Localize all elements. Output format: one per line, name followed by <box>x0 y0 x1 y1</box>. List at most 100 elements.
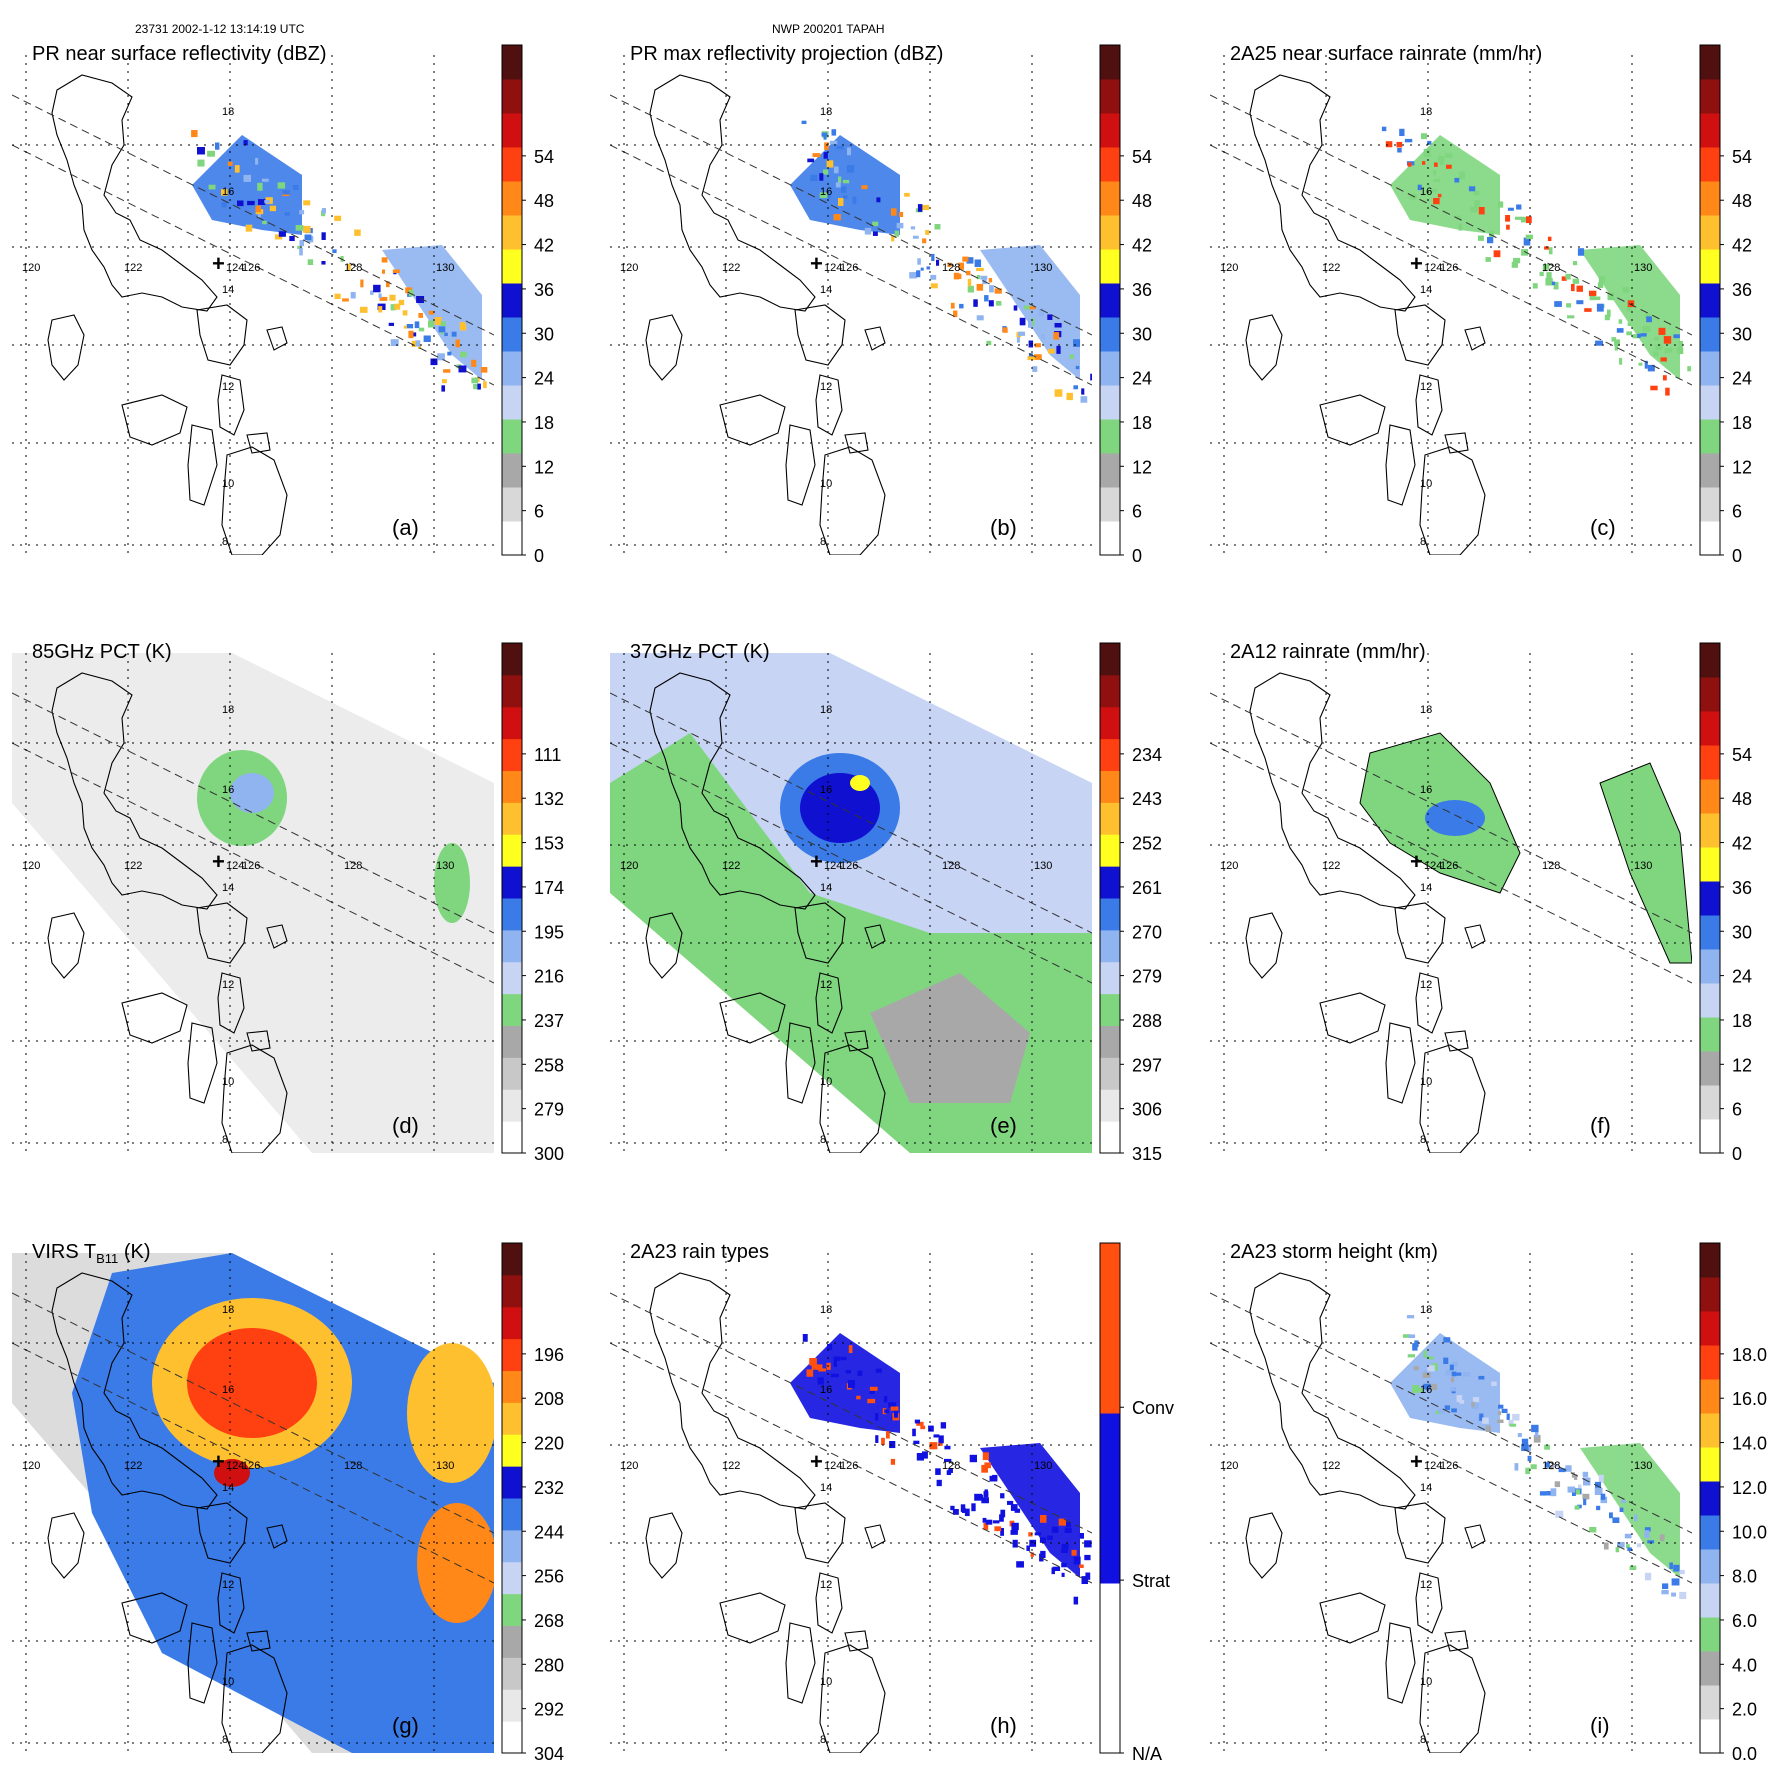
echo-pixel <box>1407 1354 1416 1358</box>
echo-pixel <box>284 212 290 216</box>
lon-label-130: 130 <box>1034 860 1052 872</box>
lon-label-126: 126 <box>1440 262 1458 274</box>
colorbar-label-d: 153 <box>534 834 564 854</box>
coastline-5 <box>815 972 843 1034</box>
echo-pixel <box>1433 170 1437 176</box>
eye-cloud-g <box>214 1459 250 1487</box>
echo-pixel <box>411 340 416 347</box>
echo-pixel <box>1007 1500 1014 1505</box>
echo-pixel <box>1615 1547 1620 1553</box>
echo-pixel <box>392 269 400 274</box>
echo-pixel <box>1673 334 1680 339</box>
echo-pixel <box>936 1479 942 1487</box>
echo-pixel <box>1422 1372 1431 1378</box>
echo-pixel <box>257 212 261 218</box>
colorbar-band <box>1700 1277 1720 1312</box>
lat-label-10: 10 <box>222 1676 234 1688</box>
echo-pixel <box>1687 366 1691 372</box>
echo-pixel <box>1558 1468 1566 1473</box>
colorbar-band <box>1100 770 1120 803</box>
colorbar-label-d: 195 <box>534 922 564 942</box>
echo-pixel <box>1547 236 1552 242</box>
colorbar-label-b: 12 <box>1132 457 1152 477</box>
echo-pixel <box>840 1356 847 1361</box>
lat-label-12: 12 <box>1420 1579 1432 1591</box>
echo-pixel <box>847 147 851 156</box>
echo-pixel <box>1626 306 1632 312</box>
echo-pixel <box>981 1497 989 1504</box>
lat-label-14: 14 <box>222 882 234 894</box>
colorbar-band <box>1700 711 1720 746</box>
coastline-3 <box>1385 1022 1416 1104</box>
lat-label-14: 14 <box>1420 882 1432 894</box>
coastline-7 <box>864 326 886 351</box>
echo-pixel <box>1660 1536 1665 1542</box>
colorbar-band <box>502 351 522 386</box>
echo-pixel <box>852 196 857 204</box>
echo-pixel <box>332 249 337 254</box>
echo-pixel <box>1573 261 1578 266</box>
panel-letter-i: (i) <box>1590 1713 1610 1738</box>
echo-pixel <box>875 1413 879 1421</box>
echo-pixel <box>1437 193 1442 198</box>
echo-pixel <box>815 1364 823 1370</box>
echo-pixel <box>802 1334 808 1342</box>
echo-pixel <box>884 1409 889 1414</box>
echo-pixel <box>1000 1509 1006 1518</box>
echo-pixel <box>1640 333 1647 337</box>
echo-pixel <box>1576 285 1583 292</box>
echo-pixel <box>307 259 314 265</box>
echo-pixel <box>1571 284 1575 292</box>
echo-pixel <box>973 299 978 307</box>
echo-pixel <box>1066 1522 1071 1527</box>
coastline-3 <box>187 1622 218 1704</box>
colorbar-band <box>1100 283 1120 318</box>
colorbar-band <box>502 1306 522 1340</box>
lat-label-18: 18 <box>222 704 234 716</box>
colorbar-band <box>502 1338 522 1372</box>
echo-pixel <box>1412 1385 1420 1393</box>
echo-pixel <box>833 1356 841 1361</box>
coastline-4 <box>1394 1502 1446 1564</box>
echo-pixel <box>896 222 904 229</box>
coastline-0 <box>649 74 816 312</box>
colorbar-label-e: 234 <box>1132 745 1162 765</box>
lat-label-14: 14 <box>1420 1482 1432 1494</box>
lat-label-8: 8 <box>1420 1734 1426 1746</box>
echo-pixel <box>1552 1463 1560 1468</box>
echo-pixel <box>221 189 228 196</box>
colorbar-band <box>502 802 522 835</box>
colorbar-label-a: 18 <box>534 413 554 433</box>
colorbar-label-d: 237 <box>534 1011 564 1031</box>
panel-title-c: 2A25 near surface rainrate (mm/hr) <box>1230 43 1542 65</box>
colorbar-band <box>1700 881 1720 916</box>
echo-pixel <box>1399 128 1405 137</box>
echo-pixel <box>838 198 844 206</box>
echo-pixel <box>1012 1539 1018 1548</box>
echo-pixel <box>1582 1471 1589 1478</box>
swath-edge-upper <box>610 692 1092 934</box>
echo-pixel <box>1404 138 1413 143</box>
lon-label-120: 120 <box>22 860 40 872</box>
coastline-5 <box>815 374 843 436</box>
colorbar-band <box>502 317 522 352</box>
lon-label-122: 122 <box>722 262 740 274</box>
colorbar-label-d: 279 <box>534 1100 564 1120</box>
panel-title-a: PR near surface reflectivity (dBZ) <box>32 43 327 65</box>
echo-pixel <box>809 1358 817 1366</box>
echo-pixel <box>960 1504 966 1512</box>
echo-pixel <box>826 1362 831 1370</box>
echo-pixel <box>886 1431 890 1439</box>
echo-pixel <box>1402 1334 1411 1338</box>
coastline-2 <box>121 992 188 1044</box>
echo-pixel <box>414 321 420 329</box>
echo-pixel <box>914 1419 921 1424</box>
echo-pixel <box>1662 375 1667 381</box>
echo-pixel <box>437 353 445 361</box>
echo-pixel <box>1584 308 1592 312</box>
echo-pixel <box>258 199 266 205</box>
echo-pixel <box>1423 1370 1431 1375</box>
colorbar-band <box>1700 745 1720 780</box>
echo-pixel <box>967 285 974 293</box>
echo-pixel <box>1609 1512 1613 1519</box>
